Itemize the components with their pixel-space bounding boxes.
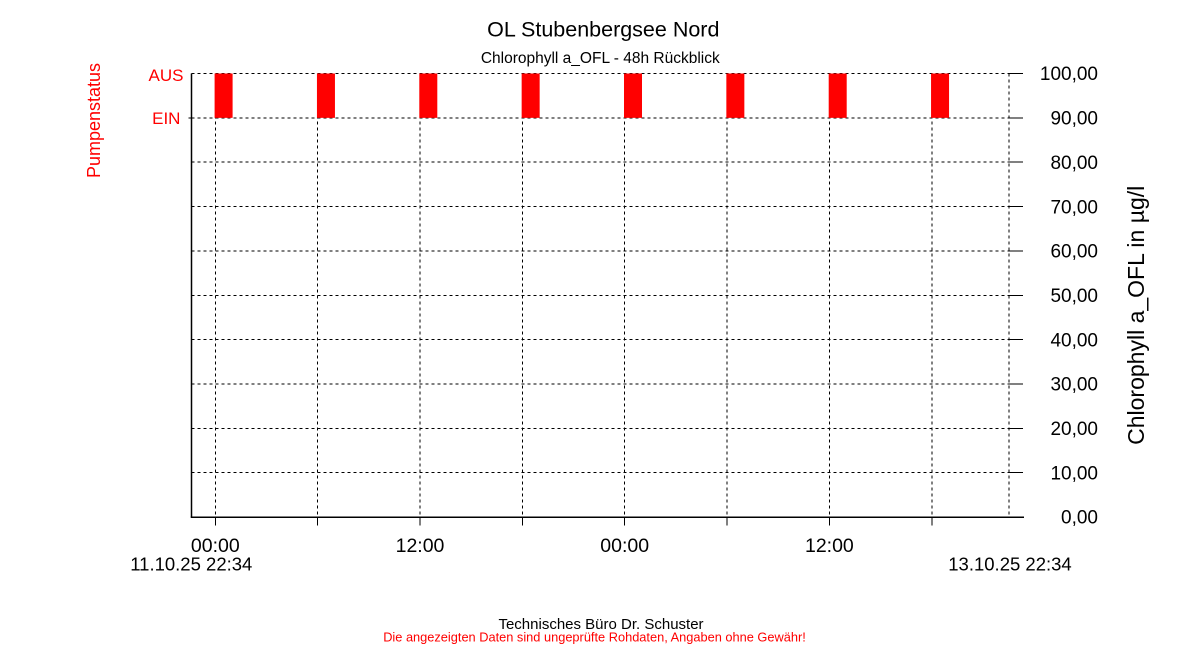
svg-text:Technisches Büro Dr. Schuster: Technisches Büro Dr. Schuster [498, 616, 703, 633]
svg-text:EIN: EIN [152, 109, 180, 128]
svg-text:0,00: 0,00 [1061, 508, 1098, 529]
svg-text:50,00: 50,00 [1050, 286, 1098, 307]
svg-text:Chlorophyll a_OFL in µg/l: Chlorophyll a_OFL in µg/l [1123, 186, 1149, 445]
svg-text:AUS: AUS [149, 66, 184, 85]
svg-text:Die angezeigten Daten sind ung: Die angezeigten Daten sind ungeprüfte Ro… [383, 630, 806, 645]
svg-text:20,00: 20,00 [1050, 419, 1098, 440]
svg-text:00:00: 00:00 [600, 535, 649, 557]
svg-text:12:00: 12:00 [396, 535, 445, 557]
svg-text:12:00: 12:00 [805, 535, 854, 557]
svg-text:80,00: 80,00 [1050, 153, 1098, 174]
svg-text:70,00: 70,00 [1050, 197, 1098, 218]
svg-text:60,00: 60,00 [1050, 242, 1098, 263]
svg-text:40,00: 40,00 [1050, 330, 1098, 351]
svg-text:Pumpenstatus: Pumpenstatus [84, 63, 104, 178]
svg-text:100,00: 100,00 [1040, 64, 1098, 85]
svg-text:90,00: 90,00 [1050, 109, 1098, 130]
svg-text:00:00: 00:00 [191, 535, 240, 557]
svg-text:11.10.25 22:34: 11.10.25 22:34 [130, 554, 252, 575]
svg-text:10,00: 10,00 [1050, 463, 1098, 484]
svg-text:13.10.25 22:34: 13.10.25 22:34 [948, 554, 1071, 575]
svg-text:OL Stubenbergsee Nord: OL Stubenbergsee Nord [487, 18, 719, 42]
svg-text:30,00: 30,00 [1050, 375, 1098, 396]
svg-text:Chlorophyll a_OFL - 48h Rückbl: Chlorophyll a_OFL - 48h Rückblick [481, 50, 720, 67]
